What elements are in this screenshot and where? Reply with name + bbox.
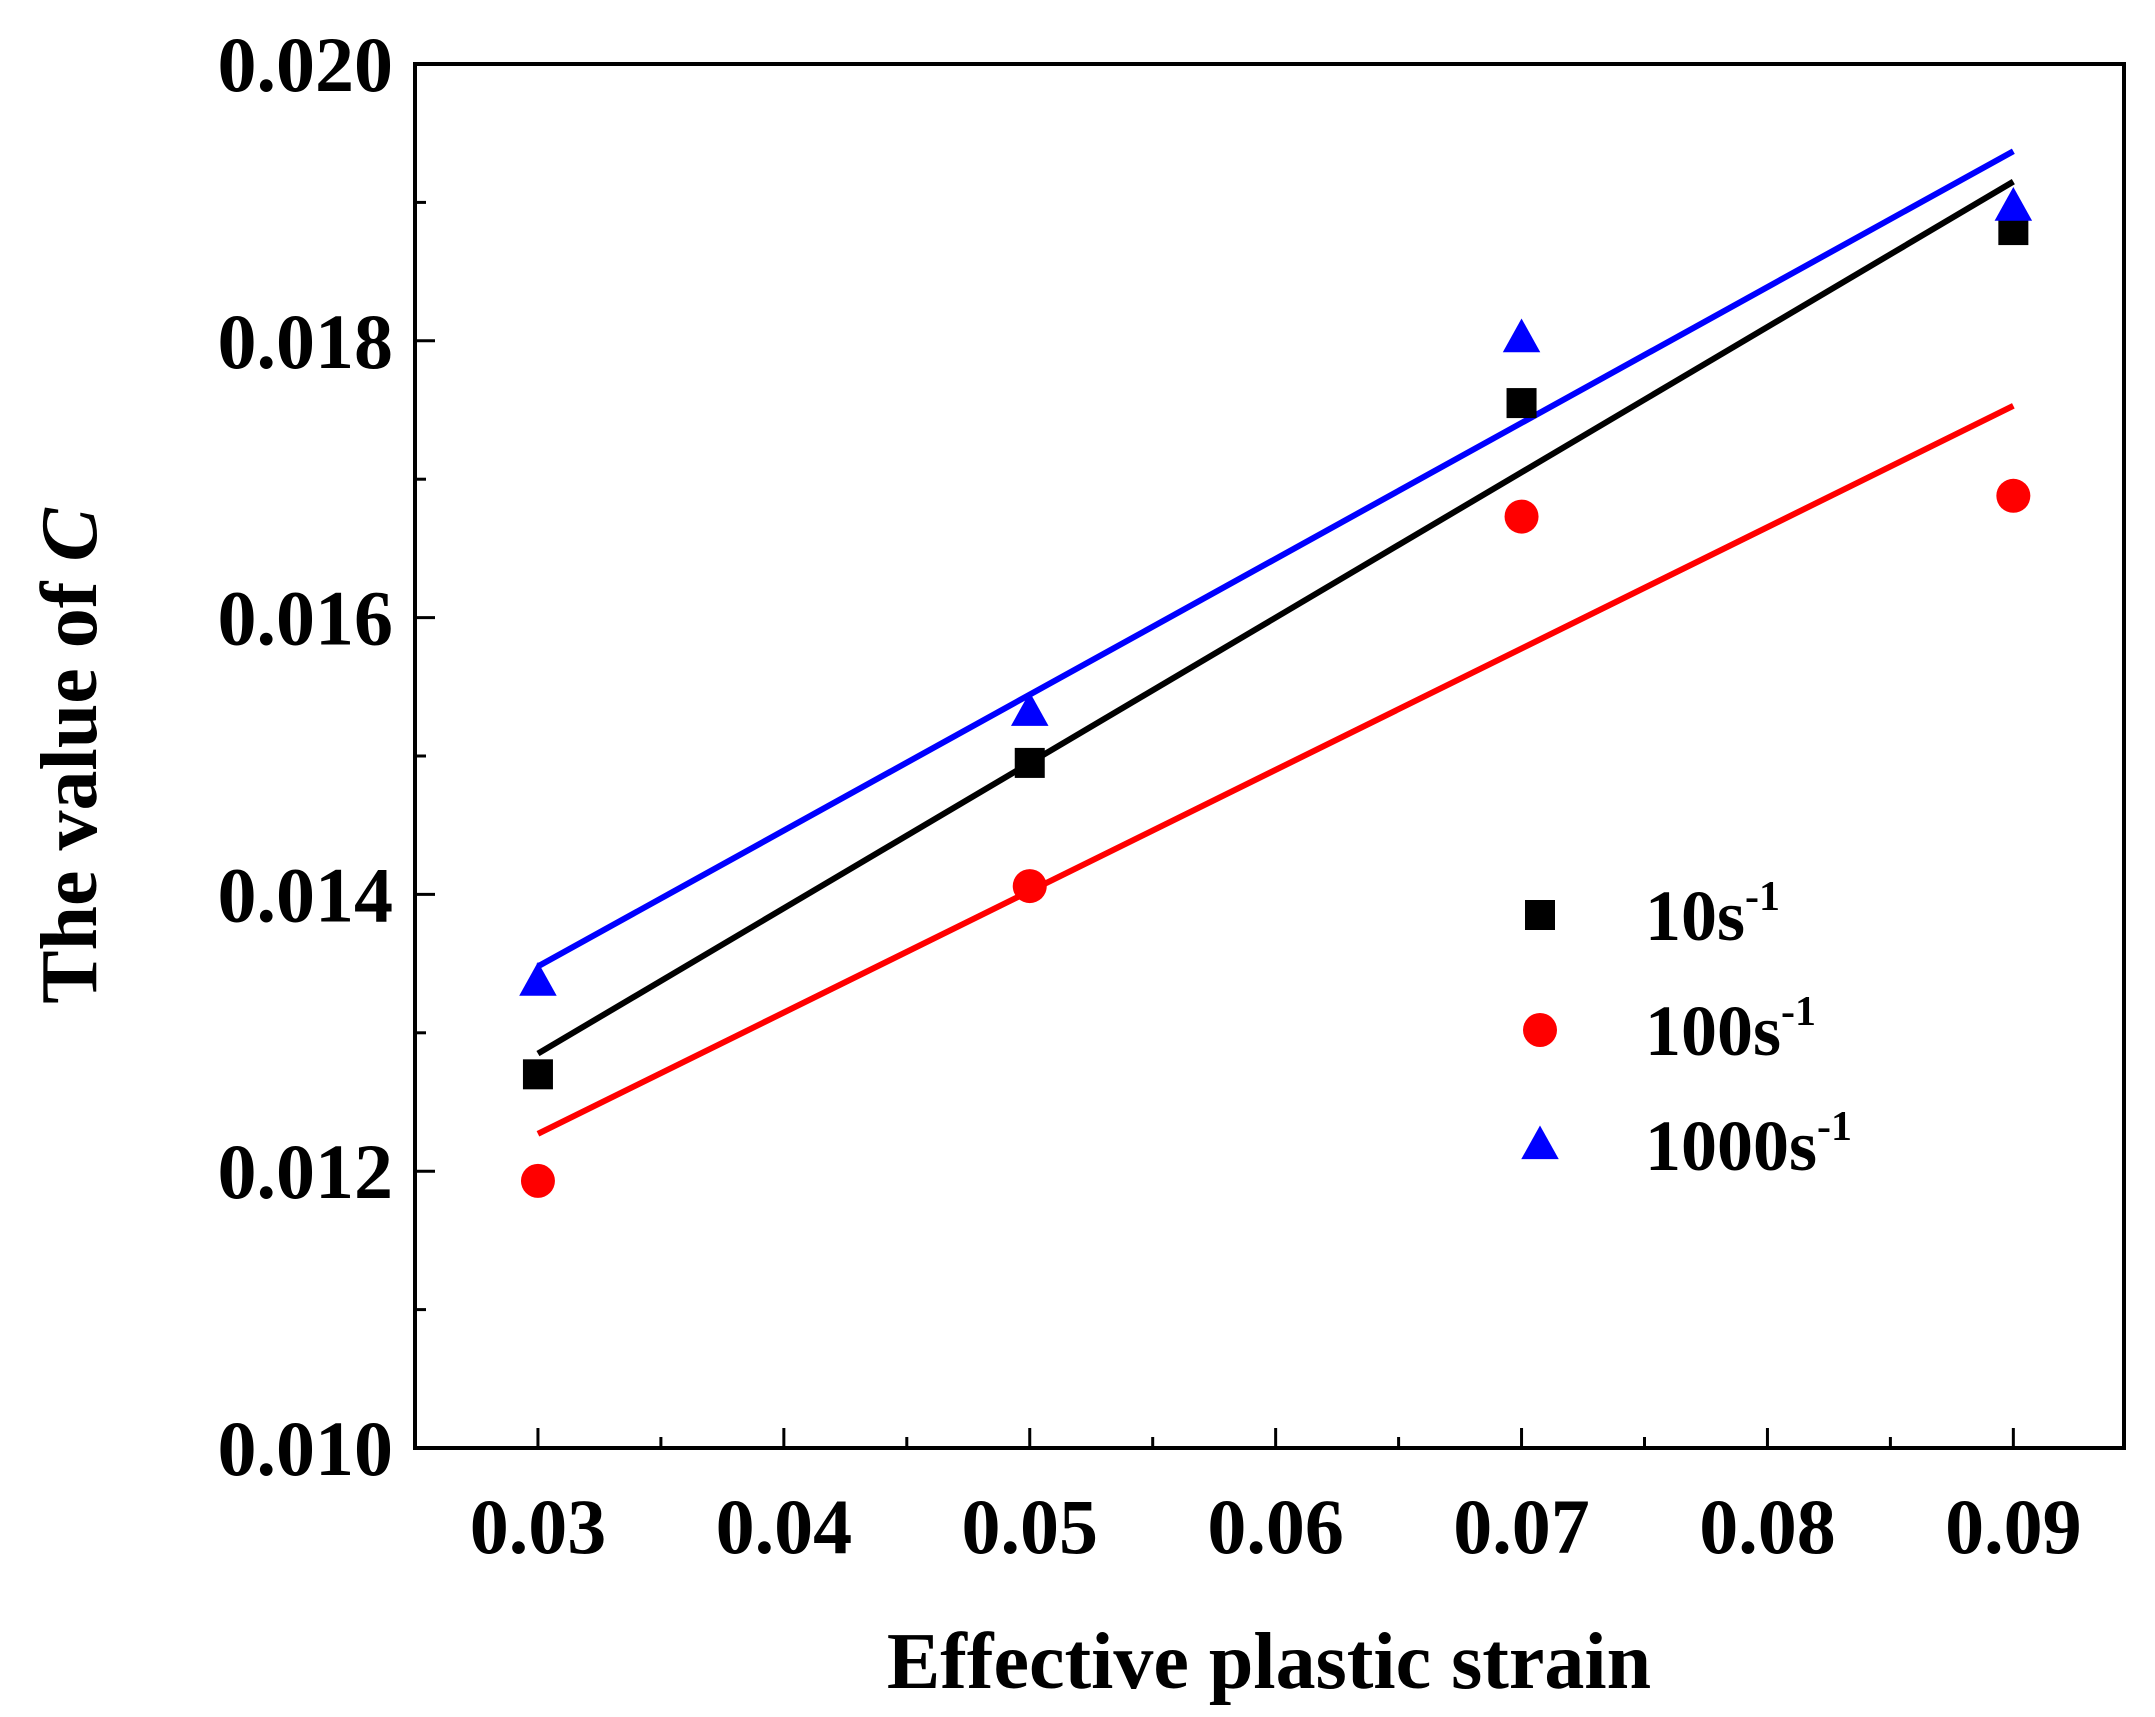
x-tick-label: 0.03 bbox=[470, 1483, 607, 1570]
legend-label-base: 100s bbox=[1645, 991, 1781, 1071]
legend-label-base: 1000s bbox=[1645, 1106, 1817, 1186]
x-tick-label: 0.04 bbox=[716, 1483, 853, 1570]
y-axis-title: The value of C bbox=[26, 507, 114, 1004]
y-axis: 0.010 0.012 0.014 0.016 0.018 0.020 bbox=[218, 21, 435, 1492]
legend-label-base: 10s bbox=[1645, 876, 1745, 956]
data-point-100s-1 bbox=[1996, 478, 2031, 513]
y-tick-label: 0.010 bbox=[218, 1405, 394, 1492]
y-axis-title-text: The value of bbox=[26, 562, 114, 1004]
y-axis-title-variable: C bbox=[26, 507, 114, 562]
y-tick-label: 0.020 bbox=[218, 21, 394, 108]
data-point-100s-1 bbox=[1504, 499, 1539, 534]
x-tick-label: 0.07 bbox=[1453, 1483, 1590, 1570]
data-point-10s-1 bbox=[1014, 747, 1045, 778]
legend-label-superscript: -1 bbox=[1817, 1104, 1852, 1150]
x-axis-title: Effective plastic strain bbox=[887, 1618, 1651, 1706]
data-markers bbox=[519, 187, 2033, 1198]
y-tick-label: 0.016 bbox=[218, 575, 394, 662]
legend-label-superscript: -1 bbox=[1745, 874, 1780, 920]
data-point-10s-1 bbox=[1506, 388, 1537, 419]
x-tick-label: 0.08 bbox=[1699, 1483, 1836, 1570]
data-point-1000s-1 bbox=[1502, 318, 1541, 353]
data-point-1000s-1 bbox=[1010, 692, 1049, 726]
fit-lines bbox=[536, 148, 2015, 1137]
data-point-10s-1 bbox=[522, 1059, 553, 1090]
data-point-100s-1 bbox=[520, 1163, 555, 1198]
y-tick-label: 0.018 bbox=[218, 298, 394, 385]
legend-marker-1000s-1 bbox=[1521, 1125, 1559, 1160]
fit-line-10s-1 bbox=[536, 179, 2015, 1057]
legend-label-100s-1: 100s-1 bbox=[1645, 989, 1816, 1071]
legend-label-1000s-1: 1000s-1 bbox=[1645, 1104, 1852, 1186]
fit-line-100s-1 bbox=[536, 403, 2015, 1137]
x-tick-label: 0.09 bbox=[1945, 1483, 2082, 1570]
y-tick-label: 0.012 bbox=[218, 1128, 394, 1215]
legend-label-10s-1: 10s-1 bbox=[1645, 874, 1780, 956]
fit-line-1000s-1 bbox=[536, 148, 2015, 969]
data-point-100s-1 bbox=[1012, 869, 1047, 904]
x-tick-label: 0.06 bbox=[1207, 1483, 1344, 1570]
y-tick-label: 0.014 bbox=[218, 851, 394, 938]
legend-marker-10s-1 bbox=[1525, 900, 1555, 930]
x-axis: 0.03 0.04 0.05 0.06 0.07 0.08 0.09 bbox=[470, 1428, 2082, 1570]
legend-marker-100s-1 bbox=[1523, 1013, 1557, 1047]
legend-label-superscript: -1 bbox=[1781, 989, 1816, 1035]
data-point-1000s-1 bbox=[519, 962, 557, 996]
data-point-1000s-1 bbox=[1994, 187, 2033, 221]
x-tick-label: 0.05 bbox=[961, 1483, 1098, 1570]
